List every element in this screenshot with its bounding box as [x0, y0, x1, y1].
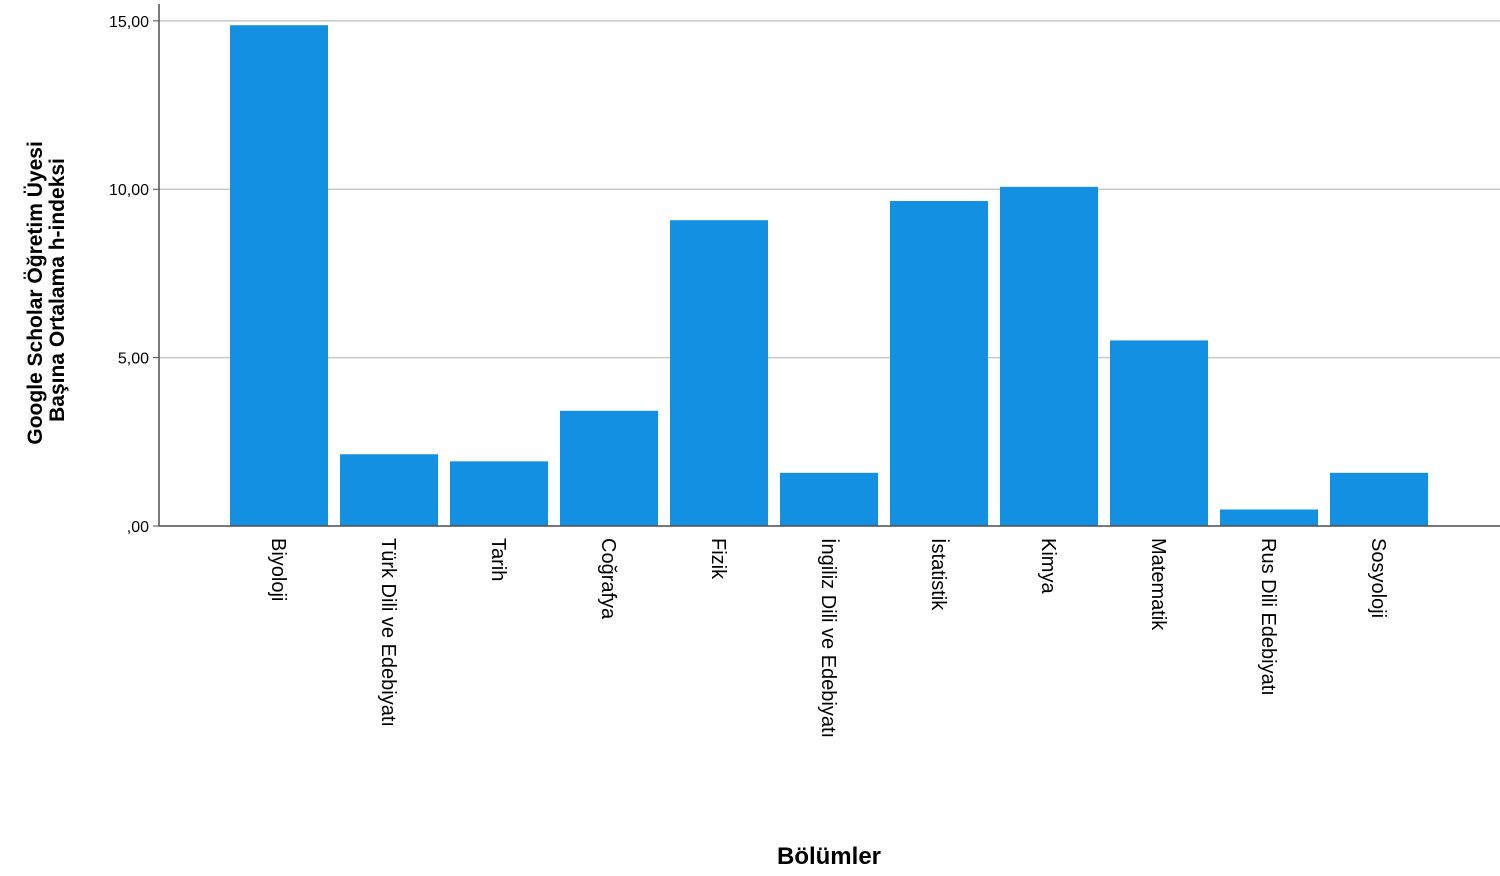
y-tick-label: 10,00: [109, 182, 149, 199]
y-axis-title-line-2: Başına Ortalama h-indeksi: [46, 158, 69, 422]
bar: [890, 201, 988, 526]
gridlines: [159, 20, 1500, 359]
bar: [1110, 340, 1208, 526]
x-category-label: Sosyoloji: [1367, 538, 1389, 618]
bars: [230, 25, 1428, 527]
bar: [1330, 472, 1428, 526]
y-tick-label: ,00: [127, 519, 149, 536]
x-category-label: İngiliz Dili ve Edebiyatı: [817, 538, 840, 738]
bar: [780, 472, 878, 526]
bar: [1000, 186, 1098, 526]
bar: [560, 410, 658, 526]
y-axis-title: Google Scholar Öğretim Üyesi Başına Orta…: [24, 135, 69, 444]
x-category-label: Biyoloji: [267, 538, 289, 601]
bar: [450, 461, 548, 526]
x-axis-title: Bölümler: [777, 843, 881, 870]
y-tick-labels: ,00 5,00 10,00 15,00: [109, 14, 159, 536]
x-category-label: Fizik: [707, 538, 729, 580]
axes: [158, 4, 1500, 527]
bar: [1220, 509, 1318, 526]
x-category-label: Türk Dili ve Edebiyatı: [377, 538, 399, 727]
y-tick-label: 5,00: [118, 351, 149, 368]
bar: [340, 454, 438, 526]
x-category-label: Kimya: [1037, 538, 1059, 594]
x-category-label: Matematik: [1147, 538, 1169, 631]
x-category-label: Tarih: [487, 538, 509, 581]
y-tick-label: 15,00: [109, 14, 149, 31]
x-category-label: Coğrafya: [597, 538, 619, 620]
x-category-label: İstatistik: [927, 538, 950, 611]
bar: [670, 220, 768, 526]
bar: [230, 25, 328, 527]
x-category-labels: Biyoloji Türk Dili ve Edebiyatı Tarih Coğra…: [267, 538, 1389, 738]
x-category-label: Rus Dili Edebiyatı: [1257, 538, 1279, 696]
y-axis-title-line-1: Google Scholar Öğretim Üyesi: [24, 141, 47, 444]
